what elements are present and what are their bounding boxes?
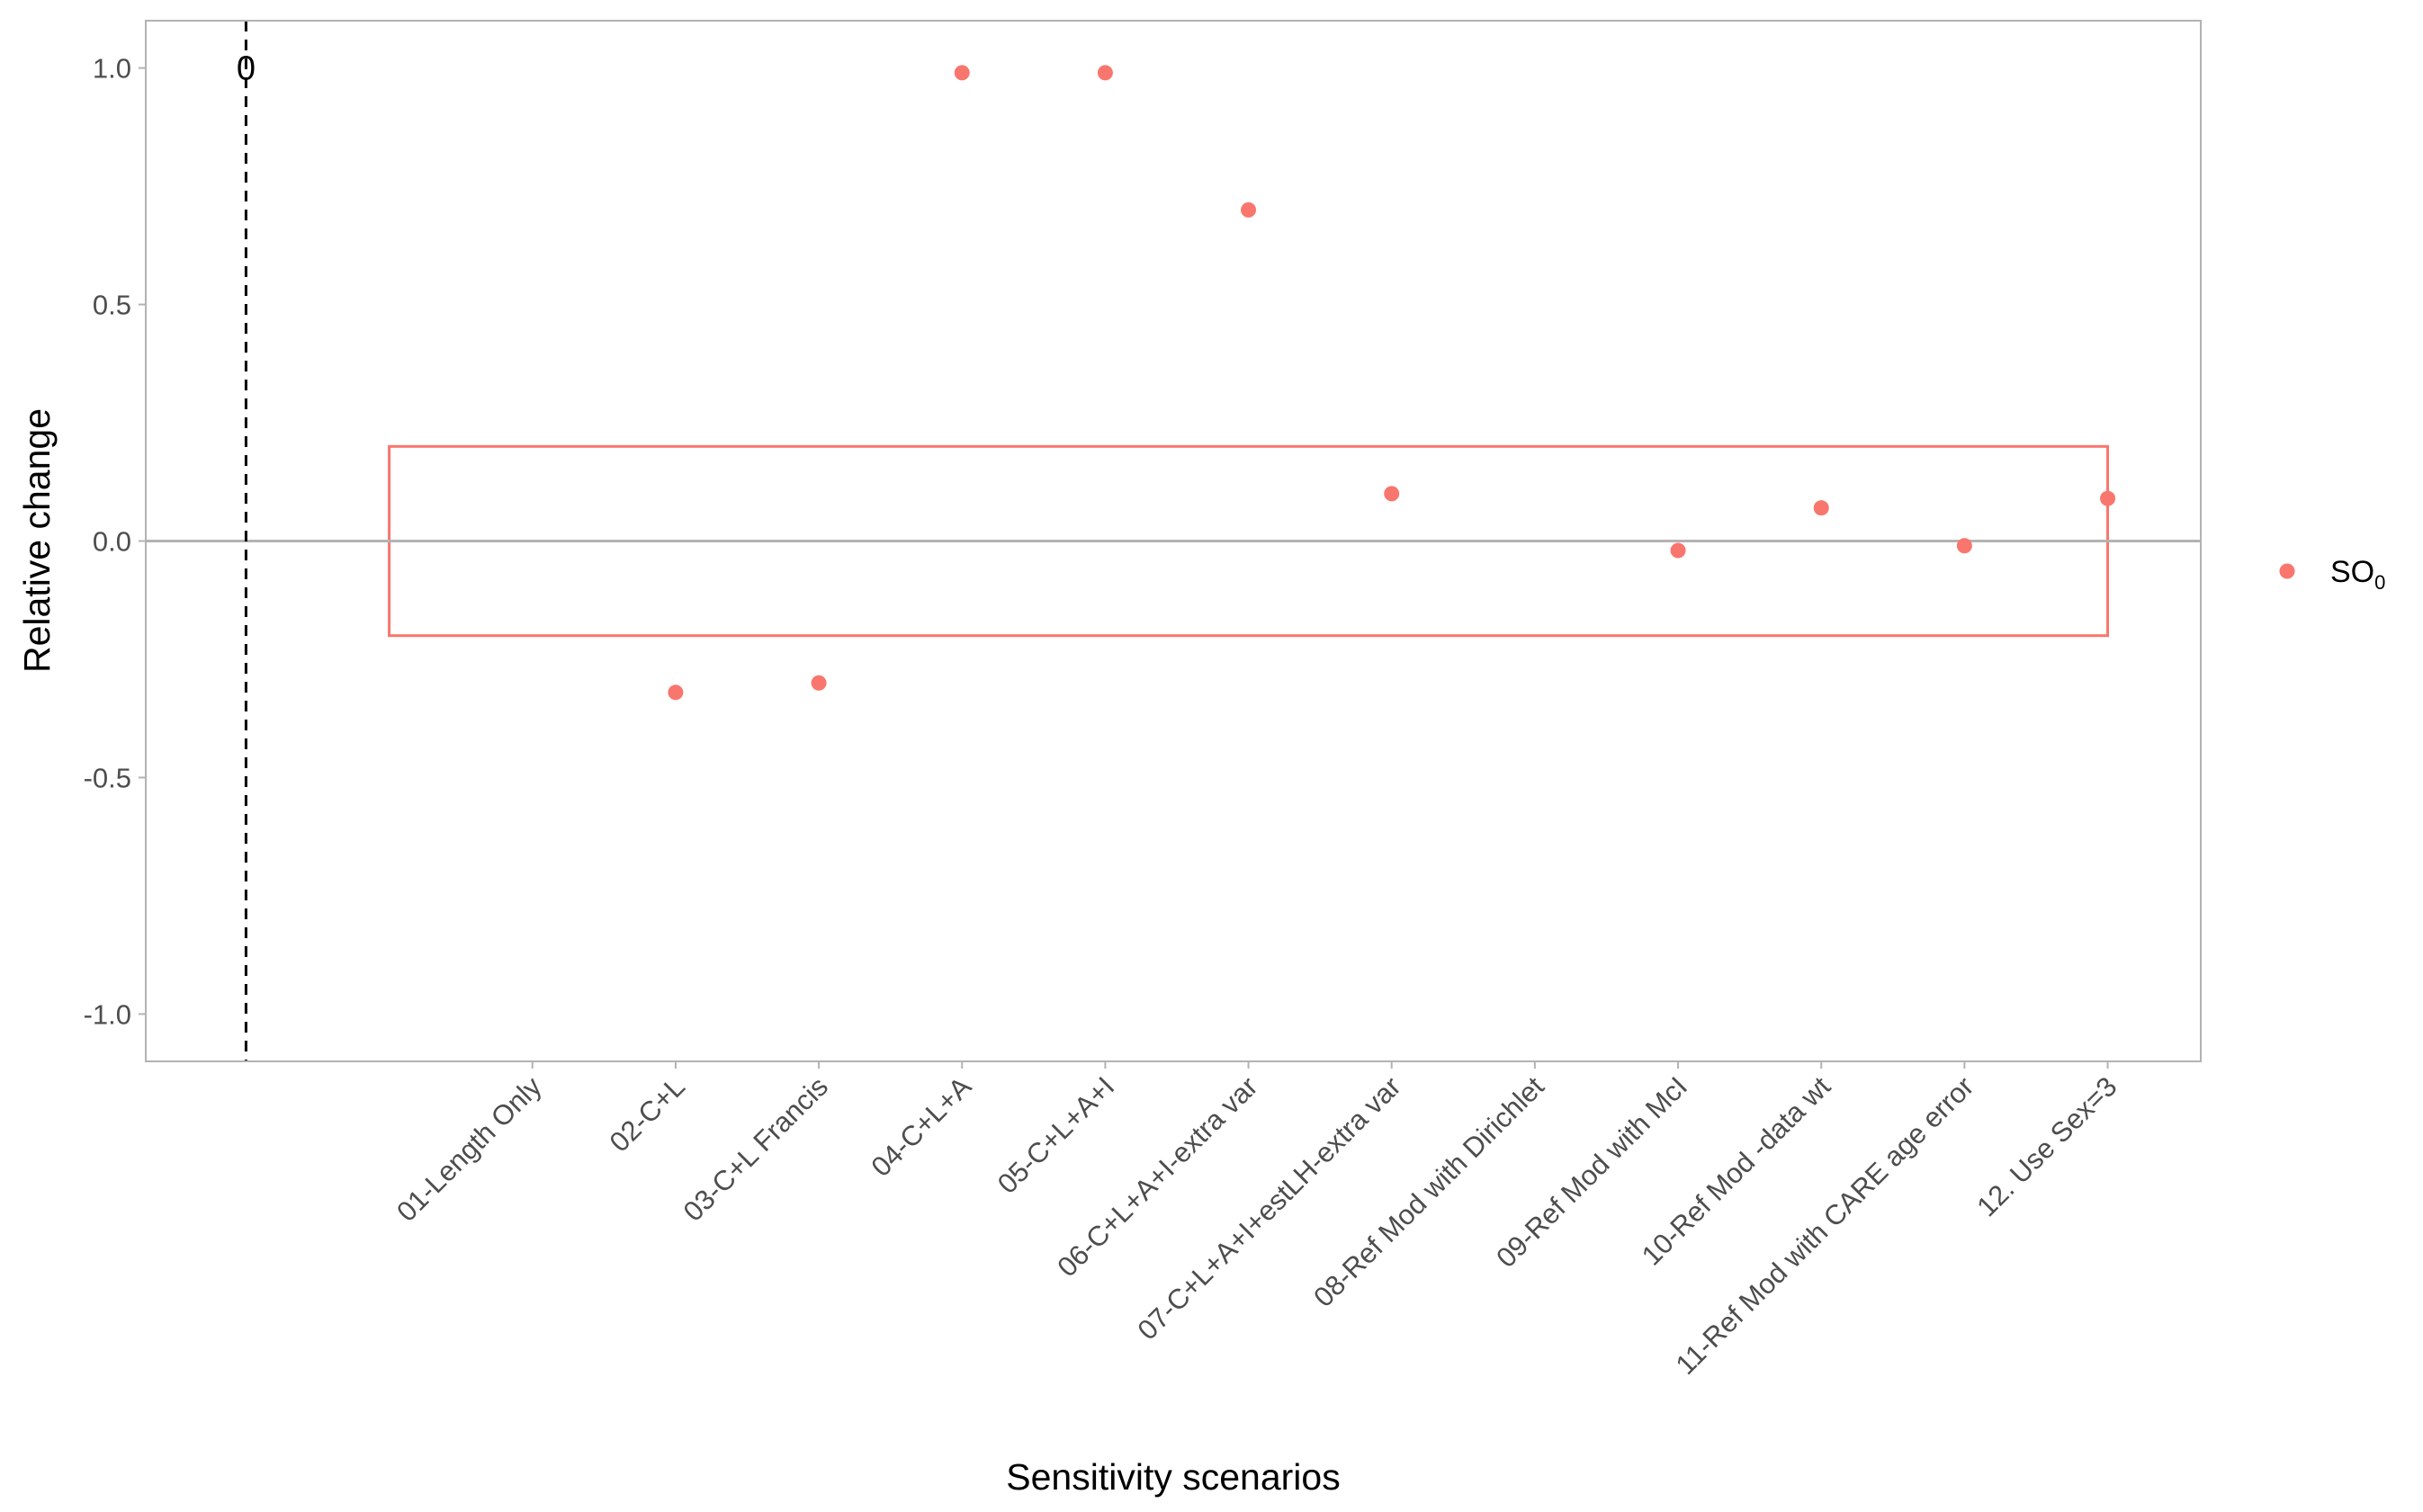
data-point [1956, 538, 1972, 554]
data-point [668, 684, 684, 701]
legend-label-main: SO [2330, 555, 2374, 589]
legend-label-subscript: 0 [2374, 571, 2385, 594]
reference-line-label: 0 [237, 50, 256, 88]
y-tick-label: 1.0 [93, 53, 131, 85]
y-tick-label: -1.0 [84, 998, 131, 1030]
legend-label: SO0 [2330, 555, 2385, 594]
y-axis-title: Relative change [16, 408, 58, 673]
data-point [1384, 486, 1400, 502]
data-point [1813, 500, 1829, 516]
data-point [811, 675, 827, 691]
y-tick-label: 0.5 [93, 290, 131, 321]
data-point [1670, 542, 1686, 559]
reference-lines-layer: 0 [146, 21, 2201, 1061]
legend-key-marker [2279, 563, 2295, 579]
data-points-layer [668, 65, 2116, 701]
data-point [954, 65, 970, 81]
x-axis-title: Sensitivity scenarios [1006, 1456, 1340, 1498]
data-point [1241, 201, 1257, 218]
y-tick-label: -0.5 [84, 762, 131, 793]
data-point [1097, 65, 1113, 81]
data-point [2100, 490, 2116, 506]
legend: SO0 [2279, 555, 2385, 594]
y-tick-label: 0.0 [93, 526, 131, 558]
y-axis: -1.0 -0.5 0.0 0.5 1.0 [84, 53, 146, 1030]
